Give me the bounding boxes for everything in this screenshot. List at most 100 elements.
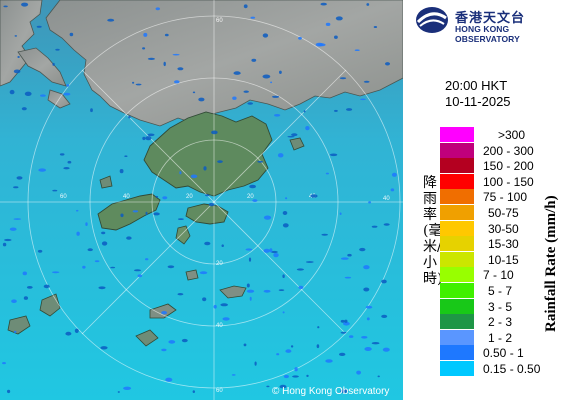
rain-echo xyxy=(4,238,12,242)
rain-echo xyxy=(361,336,368,339)
rain-echo xyxy=(340,331,347,334)
rain-echo xyxy=(282,223,289,228)
rain-echo xyxy=(174,80,180,84)
rain-echo xyxy=(24,91,32,97)
ring-label: 20 xyxy=(247,194,254,200)
legend-label: 50-75 xyxy=(488,206,519,220)
rain-echo xyxy=(74,328,79,333)
rain-echo xyxy=(290,345,294,348)
rain-echo xyxy=(344,276,352,279)
legend-swatch xyxy=(440,329,474,345)
rain-echo xyxy=(263,289,271,293)
rain-echo xyxy=(266,385,270,388)
hko-logo: 香港天文台 HONG KONG OBSERVATORY xyxy=(415,6,575,44)
rain-echo xyxy=(123,386,132,390)
rain-echo xyxy=(232,96,237,100)
ne-island xyxy=(289,137,305,151)
rain-echo xyxy=(340,389,349,394)
rain-echo xyxy=(37,249,43,253)
rain-echoes xyxy=(2,2,397,394)
rain-echo xyxy=(100,346,108,350)
rain-echo xyxy=(63,167,70,170)
rain-echo xyxy=(3,5,8,8)
rain-echo xyxy=(363,265,370,270)
rain-echo xyxy=(17,56,20,58)
rain-echo xyxy=(163,61,166,67)
rain-echo xyxy=(263,248,270,253)
rain-echo xyxy=(316,344,320,349)
rain-echo xyxy=(107,18,115,22)
rain-echo xyxy=(383,223,390,226)
rain-echo xyxy=(272,95,280,98)
rain-echo xyxy=(147,57,155,61)
rain-echo xyxy=(126,236,132,240)
rain-echo xyxy=(262,74,271,79)
rain-echo xyxy=(269,248,273,253)
rain-echo xyxy=(117,391,120,393)
rain-echo xyxy=(133,269,142,272)
rain-echo xyxy=(13,186,19,189)
rain-echo xyxy=(23,296,28,300)
rain-echo xyxy=(55,48,60,51)
rain-echo xyxy=(325,172,329,175)
rain-echo xyxy=(161,348,167,352)
rain-echo xyxy=(22,271,27,276)
rain-echo xyxy=(252,199,258,203)
radar-map[interactable]: 20 20 20 40 40 40 40 60 60 60 © Hong Kon… xyxy=(0,0,403,400)
rain-echo xyxy=(36,25,42,28)
rain-echo xyxy=(310,194,318,198)
rain-echo xyxy=(147,133,155,137)
rain-echo xyxy=(391,172,397,177)
rain-echo xyxy=(85,222,88,227)
ring-label: 40 xyxy=(216,323,223,329)
rain-echo xyxy=(177,67,184,71)
rain-echo xyxy=(298,285,304,290)
rain-echo xyxy=(2,362,6,365)
rain-echo xyxy=(325,359,333,363)
rain-echo xyxy=(282,274,285,279)
rain-echo xyxy=(59,153,65,156)
legend-label: 200 - 300 xyxy=(483,143,534,158)
legend-label: 2 - 3 xyxy=(488,315,513,330)
rain-echo xyxy=(142,47,146,50)
rain-echo xyxy=(365,305,373,309)
rain-echo xyxy=(273,253,279,258)
west-coast-landmass xyxy=(0,0,43,87)
rain-echo xyxy=(21,2,29,7)
rain-echo xyxy=(251,58,257,62)
legend-swatch xyxy=(440,283,474,298)
rain-echo xyxy=(11,299,17,304)
rain-echo xyxy=(145,211,148,215)
rain-echo xyxy=(339,212,342,215)
rain-echo xyxy=(82,265,86,269)
rain-echo xyxy=(279,384,287,389)
legend-label: >300 xyxy=(498,128,526,142)
rain-echo xyxy=(2,242,7,247)
rain-echo xyxy=(343,321,350,326)
rain-echo xyxy=(363,287,370,292)
rain-echo xyxy=(101,241,108,246)
legend-label: 30-50 xyxy=(488,221,519,236)
legend-label: 10-15 xyxy=(488,252,519,267)
rain-echo xyxy=(153,212,160,216)
rain-echo xyxy=(305,261,314,263)
legend-swatch xyxy=(440,127,474,142)
rain-echo xyxy=(38,168,46,172)
rain-echo xyxy=(347,253,352,257)
rain-echo xyxy=(249,184,256,189)
rain-echo xyxy=(203,166,207,171)
rain-echo xyxy=(202,297,207,302)
rain-echo xyxy=(247,102,253,105)
legend-title-zh: 降雨率(毫米/小時) xyxy=(423,175,443,287)
legend-label: 7 - 10 xyxy=(483,268,514,283)
rain-echo xyxy=(26,286,33,289)
rain-echo xyxy=(371,225,378,228)
rain-echo xyxy=(359,247,366,252)
rain-echo xyxy=(120,213,124,218)
legend-label: 15-30 xyxy=(488,237,519,252)
rain-echo xyxy=(366,317,370,321)
rain-echo xyxy=(98,286,106,290)
rain-echo xyxy=(368,201,371,204)
rain-echo xyxy=(172,53,180,56)
rain-echo xyxy=(382,347,390,352)
